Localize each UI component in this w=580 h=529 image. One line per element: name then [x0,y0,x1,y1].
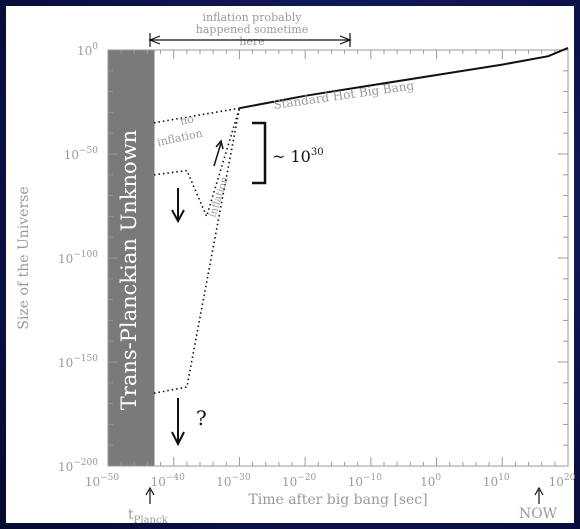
x-tick-label: 10−20 [282,473,317,489]
x-tick-base: 10 [549,475,564,489]
x-tick-exponent: 10 [498,473,510,483]
y-tick-label: 10−200 [58,458,98,474]
no-inflation-label-top: no [179,112,195,128]
t-planck-arrow [145,486,155,504]
y-tick-base: 10 [64,148,79,162]
y-tick-exponent: −50 [79,146,98,156]
y-tick-label: 10−50 [64,146,99,162]
x-tick-base: 10 [151,475,166,489]
x-tick-label: 10−10 [348,473,383,489]
t-planck-main: t [128,507,134,523]
y-tick-exponent: 0 [92,42,98,52]
series-line-inflation [153,107,241,219]
y-tick-exponent: −100 [73,250,98,260]
y-tick-label: 10−100 [58,250,98,266]
y-tick-label: 100 [77,42,98,58]
now-arrow [534,486,544,504]
y-axis-title: Size of the Universe [16,186,32,329]
x-tick-label: 1020 [549,473,576,489]
x-tick-base: 10 [420,475,435,489]
x-tick-exponent: 0 [435,473,441,483]
x-tick-label: 100 [420,473,441,489]
top-annotation-line1: inflation probably [203,11,303,24]
bracket-label-base: ~ 10 [272,147,311,166]
top-annotation-line3: here [239,35,264,48]
bracket [252,121,267,185]
x-tick-label: 10−50 [85,473,120,489]
down-arrow-lower [171,398,185,447]
x-tick-exponent: −40 [166,473,185,483]
y-tick-base: 10 [77,44,92,58]
series-line-standard-hot-big-bang [239,46,569,110]
x-tick-exponent: −20 [297,473,316,483]
y-tick-base: 10 [58,460,73,474]
x-tick-exponent: −10 [363,473,382,483]
x-tick-base: 10 [483,475,498,489]
y-tick-label: 10−150 [58,354,98,370]
x-tick-label: 10−30 [216,473,251,489]
bracket-label: ~ 1030 [272,147,324,166]
x-tick-label: 1010 [483,473,510,489]
t-planck-label: tPlanck [128,507,169,526]
bracket-label-exponent: 30 [311,147,324,158]
x-tick-base: 10 [216,475,231,489]
top-range-arrow [148,33,352,47]
x-tick-base: 10 [282,475,297,489]
series-line-no-inflation [153,107,240,124]
axis-ticks: 10−50 10−40 10−30 10−20 10−10 100 1010 10201001… [58,42,576,489]
y-tick-exponent: −200 [73,458,98,468]
top-annotation-line2: happened sometime [196,23,308,36]
x-tick-base: 10 [85,475,100,489]
question-mark: ? [196,406,207,430]
inflation-arrow [213,139,224,167]
x-tick-exponent: −50 [100,473,119,483]
x-axis-title: Time after big bang [sec] [248,492,427,508]
plot-area [107,49,569,467]
x-tick-exponent: −30 [232,473,251,483]
down-arrow-upper [171,188,185,224]
now-label: NOW [519,506,558,522]
x-tick-exponent: 20 [564,473,576,483]
y-tick-base: 10 [58,356,73,370]
t-planck-sub: Planck [134,515,169,526]
y-tick-exponent: −150 [73,354,98,364]
y-tick-base: 10 [58,252,73,266]
series-layer [153,46,569,394]
trans-planckian-label: Trans-Planckian Unknown [117,130,141,410]
x-tick-label: 10−40 [151,473,186,489]
x-tick-base: 10 [348,475,363,489]
